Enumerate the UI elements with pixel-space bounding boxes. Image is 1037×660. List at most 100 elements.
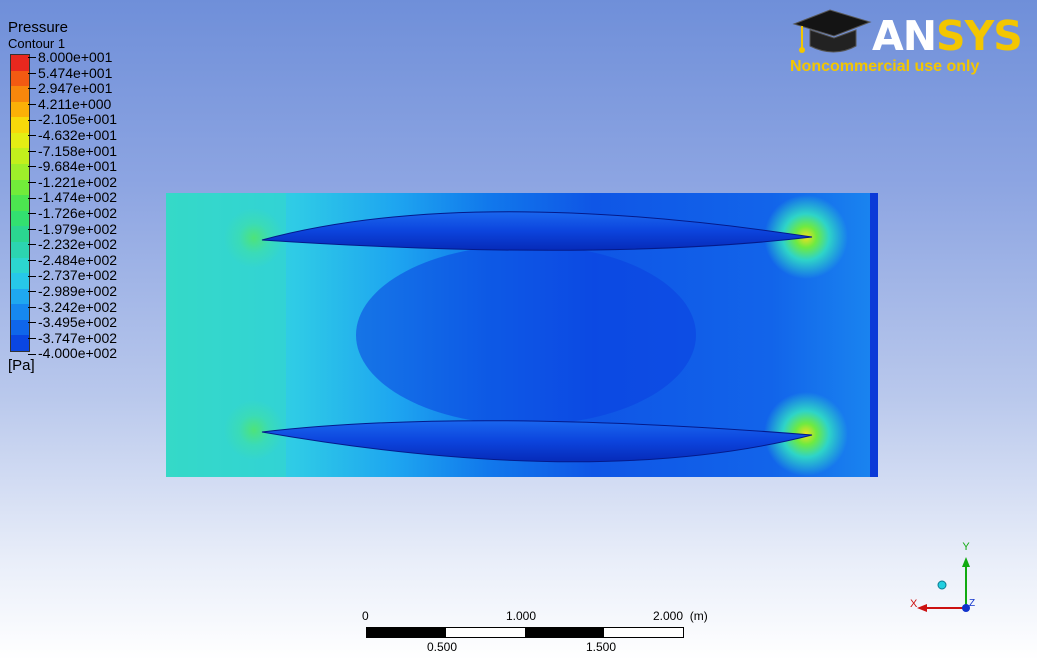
ansys-wordmark: ANSYS [872, 12, 1023, 60]
legend-ticks: 8.000e+001 5.474e+001 2.947e+001 4.211e+000… [28, 49, 118, 362]
tick-label: -1.474e+002 [38, 189, 118, 206]
legend-tick: -2.737e+002 [28, 268, 117, 284]
tick-mark [28, 104, 36, 106]
tick-mark [28, 166, 36, 168]
color-band [11, 241, 29, 258]
tick-label: -2.989e+002 [38, 282, 118, 299]
tick-mark [28, 88, 36, 90]
color-band [11, 86, 29, 102]
axis-y-label: Y [962, 541, 970, 553]
tick-mark [28, 275, 36, 277]
tick-label: 2.947e+001 [38, 80, 113, 97]
graduation-cap-icon [792, 9, 872, 53]
legend-tick: 5.474e+001 [28, 64, 117, 82]
tick-mark [28, 306, 36, 308]
tick-label: -2.105e+001 [38, 111, 118, 128]
noncommercial-tagline: Noncommercial use only [790, 58, 980, 75]
color-band [11, 288, 29, 305]
legend-tick: -9.684e+001 [28, 159, 117, 175]
axis-triad[interactable]: Y X Z [905, 535, 985, 620]
tick-label: 5.474e+001 [38, 64, 113, 81]
color-band [11, 164, 29, 180]
legend-body: 8.000e+001 5.474e+001 2.947e+001 4.211e+000… [8, 49, 168, 361]
legend-tick: -3.242e+002 [28, 298, 118, 316]
tick-label: -3.747e+002 [38, 329, 118, 346]
ansys-logo: ANSYS Noncommercial use only [790, 6, 1025, 76]
tick-label: -3.495e+002 [38, 314, 118, 331]
scale-label-0: 0 [362, 609, 369, 623]
color-band [11, 55, 29, 71]
scale-label-half: 0.500 [427, 640, 458, 654]
scale-bar-graphic [366, 627, 684, 638]
color-band [11, 226, 29, 242]
color-band [11, 70, 29, 87]
legend-tick: -1.979e+002 [28, 220, 118, 238]
legend-tick: 2.947e+001 [28, 81, 117, 97]
tick-mark [28, 182, 36, 184]
legend-tick: 4.211e+000 [28, 95, 117, 113]
scale-label-1: 1.000 [506, 609, 537, 623]
tick-mark [28, 57, 36, 59]
tick-mark [28, 244, 36, 246]
legend-tick: -2.232e+002 [28, 237, 117, 253]
color-band [11, 132, 29, 149]
axis-z-label: Z [969, 598, 975, 609]
color-bar [10, 54, 30, 352]
legend-tick: -4.000e+002 [28, 346, 117, 362]
tick-mark [28, 291, 36, 293]
pressure-legend[interactable]: Pressure Contour 1 8.000e+001 5.474e+001 2… [8, 19, 168, 375]
legend-tick: -7.158e+001 [28, 142, 118, 160]
legend-tick: -2.989e+002 [28, 282, 118, 300]
color-band [11, 304, 29, 320]
tick-label: -1.726e+002 [38, 204, 118, 221]
tick-label: -1.979e+002 [38, 220, 118, 237]
scale-label-2: 2.000 (m) [653, 609, 708, 623]
tick-label: -3.242e+002 [38, 298, 118, 315]
tick-label: -4.000e+002 [38, 345, 118, 362]
tick-label: 8.000e+001 [38, 49, 113, 65]
tick-mark [28, 150, 36, 152]
legend-title: Pressure [8, 19, 69, 36]
color-band [11, 273, 29, 289]
tick-mark [28, 337, 36, 339]
tick-label: -2.484e+002 [38, 251, 118, 268]
tick-label: -2.232e+002 [38, 236, 118, 253]
color-band [11, 335, 29, 351]
tick-label: 4.211e+000 [38, 95, 112, 112]
color-band [11, 148, 29, 165]
scale-label-one-half: 1.500 [586, 640, 617, 654]
color-band [11, 319, 29, 336]
color-band [11, 117, 29, 133]
tick-mark [28, 119, 36, 121]
legend-tick: 8.000e+001 [28, 49, 117, 66]
color-band [11, 179, 29, 196]
tick-mark [28, 213, 36, 215]
tick-label: -9.684e+001 [38, 158, 118, 175]
legend-tick: -2.105e+001 [28, 112, 117, 128]
color-band [11, 210, 29, 227]
color-band [11, 101, 29, 118]
tick-mark [28, 197, 36, 199]
color-band [11, 195, 29, 211]
axis-x-label: X [910, 598, 918, 610]
legend-tick: -3.495e+002 [28, 314, 118, 331]
tick-mark [28, 260, 36, 262]
tick-label: -7.158e+001 [38, 142, 118, 159]
tick-label: -2.737e+002 [38, 267, 118, 284]
tick-label: -4.632e+001 [38, 126, 118, 143]
tick-mark [28, 228, 36, 230]
legend-subtitle: Contour 1 [8, 36, 66, 51]
scale-bar: 0 1.000 2.000 (m) 0.500 1.500 [360, 607, 720, 657]
color-band [11, 257, 29, 274]
tick-mark [28, 322, 36, 324]
legend-unit: [Pa] [8, 357, 35, 374]
tick-label: -1.221e+002 [38, 173, 118, 190]
legend-tick: -4.632e+001 [28, 126, 118, 144]
legend-tick: -1.726e+002 [28, 204, 118, 222]
legend-tick: -3.747e+002 [28, 329, 118, 347]
tick-mark [28, 353, 36, 355]
tick-mark [28, 135, 36, 137]
legend-tick: -1.221e+002 [28, 173, 118, 191]
pressure-contour-model[interactable] [166, 190, 881, 480]
legend-tick: -2.484e+002 [28, 251, 118, 269]
